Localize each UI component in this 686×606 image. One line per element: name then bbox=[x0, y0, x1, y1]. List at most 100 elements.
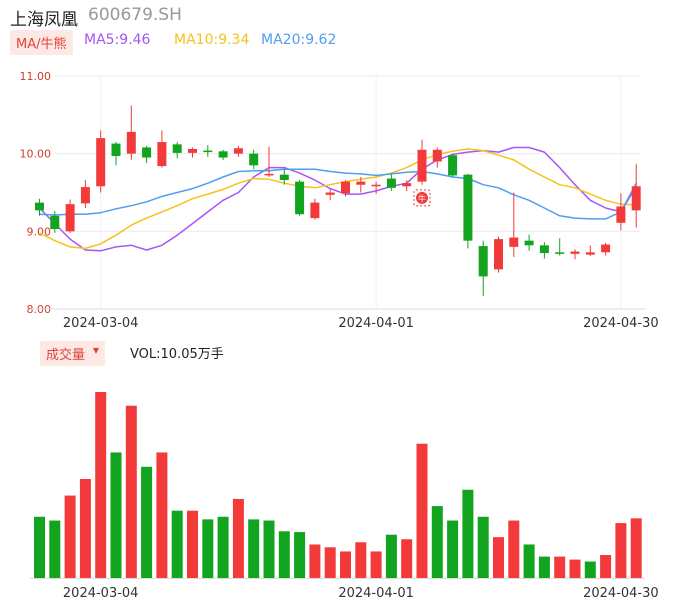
dropdown-triangle-icon: ▼ bbox=[92, 346, 100, 355]
bull-signal-glyph: 牛 bbox=[418, 193, 426, 203]
volume-tag-label: 成交量 bbox=[46, 348, 86, 363]
candle-body bbox=[295, 181, 305, 215]
volume-bar bbox=[110, 452, 122, 578]
candle-body bbox=[157, 142, 167, 167]
volume-bar bbox=[263, 520, 275, 578]
ma20-label: MA20:9.62 bbox=[261, 32, 337, 48]
volume-bar bbox=[508, 520, 520, 578]
volume-bar bbox=[217, 516, 229, 578]
ma-indicator-tag[interactable]: MA/牛熊 bbox=[10, 30, 73, 55]
candle-body bbox=[616, 206, 626, 223]
candle-body bbox=[279, 174, 289, 181]
volume-bar bbox=[79, 478, 91, 578]
volume-bar bbox=[584, 561, 596, 578]
candle-body bbox=[142, 147, 152, 158]
candle-body bbox=[555, 252, 565, 254]
bull-signal-frame bbox=[413, 189, 431, 207]
candle-body bbox=[310, 202, 320, 219]
candle-body bbox=[601, 244, 611, 253]
candle-body bbox=[509, 237, 519, 247]
stock-name: 上海凤凰 bbox=[10, 10, 78, 30]
volume-bar bbox=[156, 452, 168, 578]
volume-bar bbox=[232, 498, 244, 578]
ma5-label: MA5:9.46 bbox=[84, 32, 151, 48]
x-tick-label: 2024-04-30 bbox=[583, 316, 659, 331]
volume-bar bbox=[477, 516, 489, 578]
volume-bar bbox=[630, 518, 642, 578]
volume-bar bbox=[294, 532, 306, 578]
candle-body bbox=[386, 178, 396, 188]
candle-body bbox=[172, 144, 182, 153]
volume-bar bbox=[125, 405, 137, 578]
candle-body bbox=[539, 245, 549, 254]
ma10-label: MA10:9.34 bbox=[174, 32, 250, 48]
volume-bar bbox=[385, 534, 397, 578]
volume-bar bbox=[171, 510, 183, 578]
volume-bar bbox=[324, 547, 336, 578]
candle-body bbox=[126, 131, 136, 154]
volume-bar bbox=[416, 443, 428, 578]
volume-bar bbox=[309, 544, 321, 578]
candle-body bbox=[570, 251, 580, 254]
volume-bar bbox=[554, 556, 566, 578]
volume-bar bbox=[355, 542, 367, 578]
candle-body bbox=[371, 184, 381, 187]
candle-body bbox=[35, 202, 44, 211]
ma10-line bbox=[39, 148, 637, 250]
candle-body bbox=[325, 192, 335, 195]
y-tick-label: 10.00 bbox=[20, 148, 52, 161]
volume-indicator-tag[interactable]: 成交量 ▼ bbox=[40, 341, 106, 366]
candle-body bbox=[249, 153, 259, 166]
volume-bar bbox=[187, 510, 198, 578]
volume-bar bbox=[600, 555, 612, 578]
candle-body bbox=[233, 148, 243, 154]
candle-body bbox=[96, 138, 106, 187]
ma5-line bbox=[38, 146, 637, 252]
volume-bar bbox=[538, 556, 550, 578]
volume-bar bbox=[447, 520, 459, 578]
candle-body bbox=[218, 151, 228, 158]
y-tick-label: 11.00 bbox=[20, 70, 52, 83]
volume-bar bbox=[202, 519, 214, 578]
candle-body bbox=[478, 246, 488, 277]
x-tick-label: 2024-03-04 bbox=[63, 316, 139, 331]
volume-bar bbox=[49, 520, 61, 578]
candle-body bbox=[203, 150, 213, 153]
candle-body bbox=[631, 186, 641, 211]
candle-body bbox=[432, 149, 442, 162]
volume-bar bbox=[401, 539, 413, 578]
x-tick-label: 2024-03-04 bbox=[63, 586, 139, 601]
candle-body bbox=[402, 183, 412, 187]
volume-bar bbox=[141, 466, 153, 578]
candle-body bbox=[494, 239, 503, 270]
candle-body bbox=[463, 174, 473, 241]
candle-body bbox=[111, 143, 121, 156]
volume-bar bbox=[493, 537, 504, 578]
bull-signal-icon bbox=[416, 191, 428, 204]
volume-bar bbox=[248, 519, 260, 578]
candle-body bbox=[448, 155, 458, 176]
volume-bar bbox=[615, 523, 627, 578]
volume-bar bbox=[523, 544, 535, 578]
volume-bar bbox=[278, 531, 290, 578]
volume-bar bbox=[462, 489, 474, 578]
candle-body bbox=[341, 181, 350, 194]
stock-code: 600679.SH bbox=[88, 5, 182, 25]
ma20-line bbox=[39, 168, 637, 220]
volume-bar bbox=[34, 516, 45, 578]
candle-body bbox=[264, 173, 274, 176]
candle-body bbox=[65, 204, 75, 232]
candle-body bbox=[356, 181, 366, 185]
volume-bar bbox=[95, 392, 107, 578]
x-tick-label: 2024-04-30 bbox=[583, 586, 659, 601]
candle-body bbox=[80, 187, 90, 204]
candle-body bbox=[417, 149, 427, 182]
x-tick-label: 2024-04-01 bbox=[338, 586, 414, 601]
volume-readout: VOL:10.05万手 bbox=[130, 347, 224, 362]
volume-bar bbox=[431, 506, 443, 578]
candle-body bbox=[524, 240, 534, 246]
volume-bar bbox=[569, 559, 581, 578]
volume-bar bbox=[64, 495, 76, 578]
volume-bar bbox=[370, 551, 382, 578]
